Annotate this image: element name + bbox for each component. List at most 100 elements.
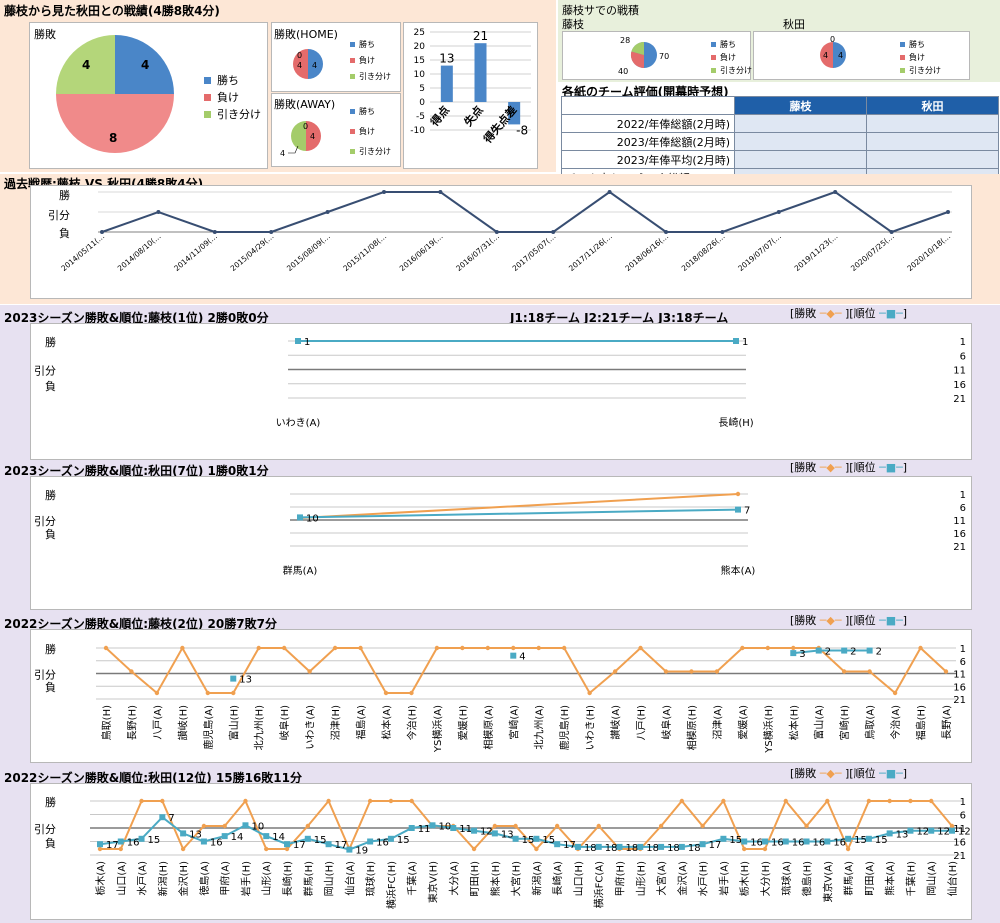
season-x-label: 大宮(A) [655,861,668,896]
season-result-point [383,690,389,696]
season-rank-point [658,843,665,850]
season-result-line [100,799,953,852]
goals-category-label: 得点 [427,103,453,130]
history-y-label: 勝 [59,188,70,202]
season-x-label: 岡山(A) [926,861,938,896]
eval-header-row: 藤枝 秋田 [561,96,999,115]
season-rank-point [907,827,914,834]
akita-pie-label-0: 0 [830,35,835,44]
s2022-akita-legend: [勝敗 ─◆─ ][順位 ─■─] [790,767,908,780]
season-x-label: 富山(H) [227,705,240,740]
season-x-label: 山口(H) [573,861,585,896]
season-result-point [783,798,788,804]
season-result-label: 負 [45,837,56,850]
season-rank-point [815,647,822,654]
season-rank-point [574,843,581,850]
history-point [212,230,217,234]
season-rank-point [761,838,768,845]
season-rank-point [200,838,207,845]
season-rank-label: 11 [418,824,431,835]
main-pie-loss-label: 8 [109,131,117,145]
season-result-point [596,823,601,829]
goals-bar [440,65,453,102]
season-rank-label: 7 [168,813,174,824]
history-point [269,230,274,234]
fujieda-legend-draw: 引き分け [720,66,752,75]
goals-data-label: 21 [473,29,488,43]
season-x-label: 千葉(H) [904,861,917,896]
season-result-point [908,798,913,804]
season-rank-point [554,841,561,848]
season-x-label: 鳥取(H) [100,705,113,740]
season-rank-point [450,825,457,831]
s2022-fujieda-title: 2022シーズン勝敗&順位:藤枝(2位) 20勝7敗7分 [4,617,277,631]
season-result-point [388,798,394,804]
legend-result: [勝敗 [790,614,817,627]
history-point [325,210,330,214]
season-x-label: 山形(A) [261,861,273,896]
season-rank-label: 12 [916,827,929,838]
season-x-label: 琉球(H) [364,861,377,896]
season-result-point [307,669,312,674]
season-rank-label: 17 [335,840,348,851]
season-rank-label: 16 [210,838,223,849]
history-x-label: 2019/07/07(… [736,232,783,273]
season-x-label: 熊本(H) [489,861,502,896]
eval-row: 2023/年俸平均(2月時) [561,150,999,169]
season-x-label: 沼津(H) [329,705,342,740]
history-point [946,210,950,214]
season-result-label: 引分 [34,514,56,528]
season-result-label: 勝 [45,335,56,349]
season-rank-tick: 1 [960,797,966,808]
s2023-fujieda-legend: [勝敗 ─◆─ ][順位 ─■─] [790,307,908,320]
season-result-point [554,823,560,829]
season-rank-tick: 21 [953,394,966,405]
season-rank-point [429,822,436,829]
season-x-label: 横浜FC(A) [593,861,606,908]
history-x-label: 2020/07/25(… [849,232,896,273]
season-result-point [139,798,144,804]
akita-legend-win: 勝ち [909,40,925,49]
season-result-point [367,798,373,804]
season-result-point [409,798,414,804]
season-rank-point [678,843,685,850]
s2022-akita-title: 2022シーズン勝敗&順位:秋田(12位) 15勝16敗11分 [4,771,303,785]
season-result-point [471,846,477,852]
season-rank-label: 18 [667,843,680,854]
home-pie-label-1: 4 [297,61,302,70]
season-result-point [534,846,539,852]
season-x-label: 宮崎(A) [507,705,520,740]
season-rank-label: 19 [355,846,368,857]
legend-result: [勝敗 [790,767,817,780]
season-result-point [326,798,331,804]
season-rank-label: 2 [825,647,831,658]
season-rank-label: 14 [231,832,244,843]
season-result-label: 負 [45,380,56,393]
right-title: 藤枝サでの戦積 [562,4,639,17]
history-point [776,210,781,214]
history-point [438,190,443,194]
goals-category-label: 失点 [461,103,486,129]
season-x-label: 長野(A) [941,705,953,740]
season-x-label: 金沢(A) [676,861,689,896]
season-rank-tick: 11 [953,824,966,835]
season-rank-point [304,835,311,842]
history-x-label: 2014/11/09(… [172,232,219,273]
season-result-label: 勝 [45,488,56,502]
season-x-label: 福島(A) [355,705,368,740]
s2022-fujieda-legend: [勝敗 ─◆─ ][順位 ─■─] [790,614,908,627]
away-legend-win: 勝ち [359,107,375,116]
eval-header-0 [561,96,735,115]
season-x-label: 讃岐(A) [609,705,622,740]
eval-header-2: 秋田 [866,96,999,115]
season-result-point [264,846,269,852]
home-legend-draw: 引き分け [359,72,391,81]
eval-row: 2022/年俸総額(2月時) [561,114,999,133]
season-result-point [284,846,290,852]
season-rank-label: 14 [272,832,285,843]
history-x-label: 2016/07/31(… [454,232,501,273]
history-point [833,190,838,194]
season-rank-tick: 1 [960,644,966,655]
season-rank-label: 16 [750,838,763,849]
